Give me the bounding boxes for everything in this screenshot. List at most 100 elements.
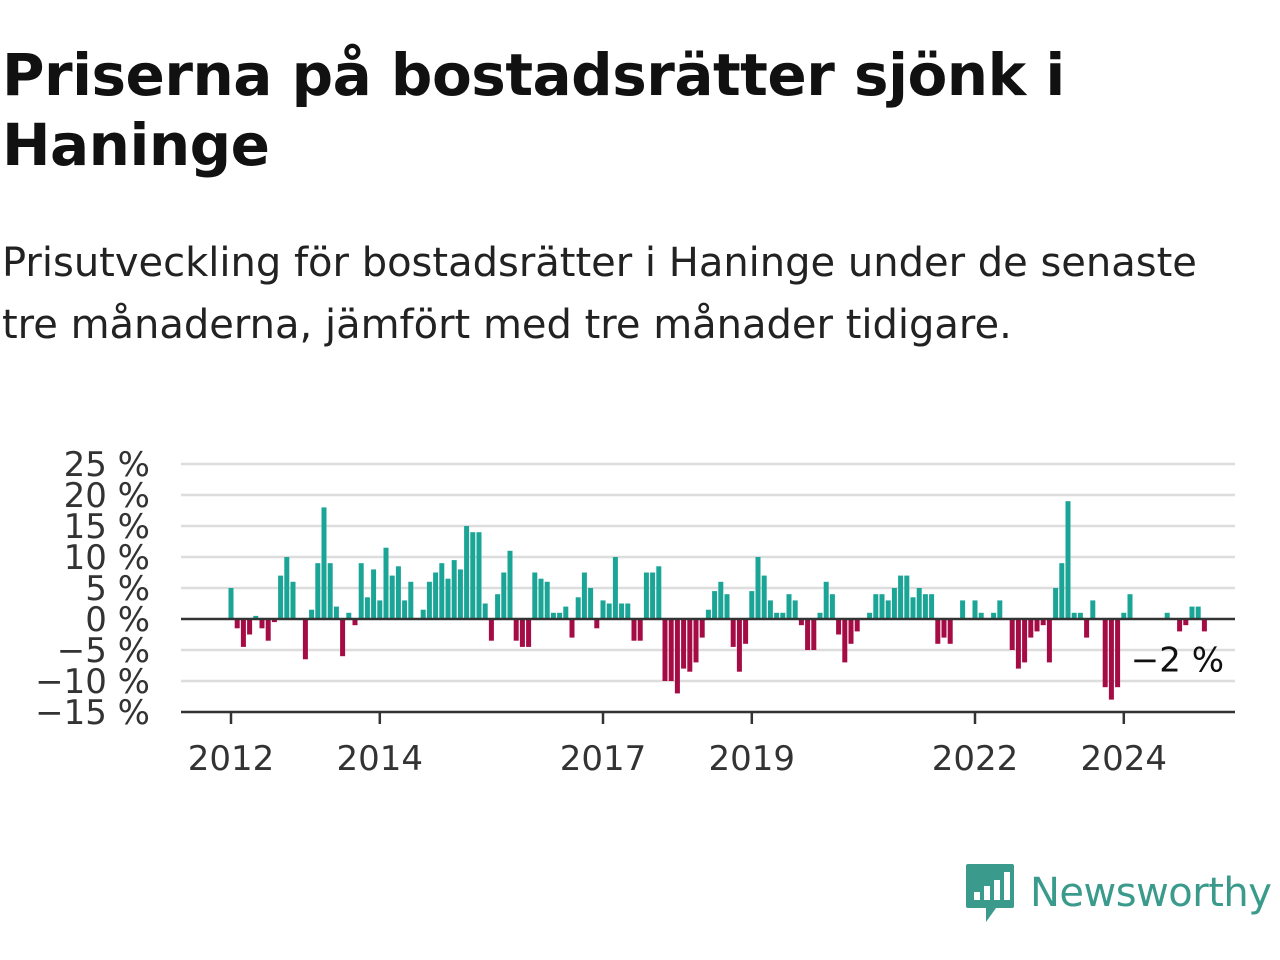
y-tick-label: −10 %: [35, 662, 150, 702]
bar: [1009, 619, 1015, 650]
bar: [302, 619, 308, 660]
bar: [891, 588, 897, 619]
bar: [749, 591, 755, 619]
bar: [290, 581, 296, 619]
bar: [929, 594, 935, 619]
bar: [327, 563, 333, 619]
x-tick-label: 2014: [337, 739, 424, 779]
bar: [383, 547, 389, 619]
bar: [426, 581, 432, 619]
bar: [1177, 619, 1183, 632]
bar: [408, 581, 414, 619]
bar: [451, 560, 457, 619]
axis-labels: 25 %20 %15 %10 %5 %0 %−5 %−10 %−15 % 2012…: [35, 445, 1224, 779]
bar: [650, 572, 656, 619]
bar: [600, 600, 606, 619]
bar: [904, 575, 910, 619]
bar: [352, 619, 358, 626]
bar: [724, 594, 730, 619]
bar: [538, 578, 544, 619]
bar: [482, 603, 488, 619]
bar: [854, 619, 860, 632]
bar: [389, 575, 395, 619]
y-tick-label: 15 %: [64, 507, 150, 547]
bar: [1053, 588, 1059, 619]
bar: [464, 526, 470, 619]
bar: [594, 619, 600, 629]
bar: [705, 609, 711, 619]
bar: [569, 619, 575, 638]
bar: [240, 619, 246, 647]
x-tick-label: 2012: [188, 739, 275, 779]
bar: [730, 619, 736, 647]
bar: [916, 588, 922, 619]
bar: [879, 594, 885, 619]
bar: [1040, 619, 1046, 626]
bar: [439, 563, 445, 619]
bar: [234, 619, 240, 629]
bar: [619, 603, 625, 619]
bar: [848, 619, 854, 644]
bar: [1090, 600, 1096, 619]
gridlines: [181, 462, 1235, 714]
bar: [1077, 612, 1083, 619]
bar: [495, 594, 501, 619]
newsworthy-logo-text: Newsworthy: [1030, 870, 1272, 916]
x-tick-label: 2017: [560, 739, 647, 779]
bar: [786, 594, 792, 619]
bar: [1201, 619, 1207, 632]
bar: [420, 609, 426, 619]
bar: [371, 569, 377, 619]
y-tick-label: 10 %: [64, 538, 150, 578]
bar: [333, 606, 339, 619]
bar: [792, 600, 798, 619]
bar: [445, 578, 451, 619]
bar: [712, 591, 718, 619]
bar: [736, 619, 742, 672]
bar: [699, 619, 705, 638]
y-tick-label: −5 %: [57, 631, 150, 671]
bar: [693, 619, 699, 663]
bar: [265, 619, 271, 641]
bar-chart: 25 %20 %15 %10 %5 %0 %−5 %−10 %−15 % 2012…: [35, 445, 1235, 779]
y-tick-label: 5 %: [85, 569, 150, 609]
bar: [910, 597, 916, 619]
bar: [798, 619, 804, 626]
bar: [898, 575, 904, 619]
bar: [873, 594, 879, 619]
x-tick-label: 2024: [1081, 739, 1168, 779]
bar: [811, 619, 817, 650]
bar: [321, 507, 327, 619]
y-tick-label: 0 %: [85, 600, 150, 640]
bar: [656, 566, 662, 619]
bar: [271, 619, 277, 623]
bar: [1127, 594, 1133, 619]
bar: [1183, 619, 1189, 626]
bar: [488, 619, 494, 641]
newsworthy-logo: Newsworthy: [964, 862, 1272, 924]
bar: [1065, 501, 1071, 619]
bar: [563, 606, 569, 619]
bar: [867, 612, 873, 619]
bar: [885, 600, 891, 619]
bar: [358, 563, 364, 619]
bar: [1108, 619, 1114, 700]
bar: [780, 612, 786, 619]
y-tick-label: −15 %: [35, 693, 150, 733]
bar: [507, 550, 513, 619]
bar: [743, 619, 749, 644]
bar: [526, 619, 532, 647]
bar: [315, 563, 321, 619]
bar: [228, 588, 234, 619]
bar: [805, 619, 811, 650]
bar: [470, 532, 476, 619]
bar: [625, 603, 631, 619]
bar: [457, 569, 463, 619]
bar: [767, 600, 773, 619]
x-tick-label: 2019: [709, 739, 796, 779]
bar: [1015, 619, 1021, 669]
bar: [433, 572, 439, 619]
bar: [544, 581, 550, 619]
bar: [941, 619, 947, 638]
bar: [1028, 619, 1034, 638]
